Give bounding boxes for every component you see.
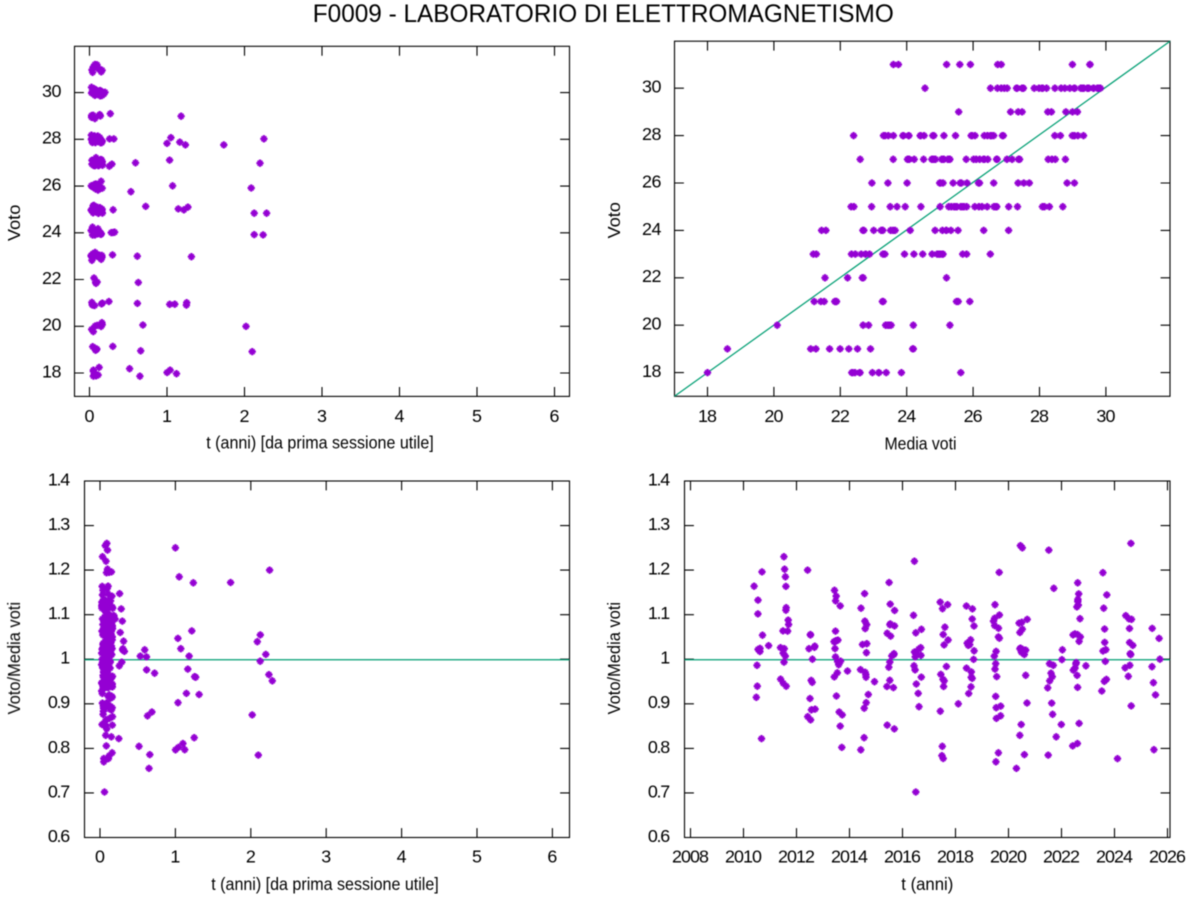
svg-text:2: 2 bbox=[240, 406, 250, 426]
svg-text:Voto/Media voti: Voto/Media voti bbox=[4, 602, 24, 715]
svg-text:F0009 - LABORATORIO DI ELETTRO: F0009 - LABORATORIO DI ELETTROMAGNETISMO bbox=[313, 1, 894, 28]
svg-text:22: 22 bbox=[642, 266, 662, 286]
svg-text:26: 26 bbox=[42, 175, 62, 195]
svg-text:Media voti: Media voti bbox=[885, 434, 957, 454]
svg-text:5: 5 bbox=[472, 847, 482, 867]
svg-text:0.6: 0.6 bbox=[48, 826, 70, 846]
svg-text:1.1: 1.1 bbox=[48, 603, 70, 623]
svg-text:2014: 2014 bbox=[831, 847, 868, 867]
svg-text:20: 20 bbox=[642, 314, 662, 334]
svg-text:0.9: 0.9 bbox=[48, 692, 70, 712]
svg-text:2010: 2010 bbox=[725, 847, 762, 867]
svg-text:2022: 2022 bbox=[1043, 847, 1080, 867]
svg-text:4: 4 bbox=[397, 847, 407, 867]
svg-text:0.8: 0.8 bbox=[648, 737, 670, 757]
svg-text:22: 22 bbox=[42, 268, 62, 288]
svg-text:0.7: 0.7 bbox=[648, 781, 670, 801]
svg-text:Voto: Voto bbox=[604, 202, 624, 239]
svg-text:24: 24 bbox=[642, 219, 662, 239]
svg-text:1.3: 1.3 bbox=[48, 514, 70, 534]
svg-text:30: 30 bbox=[1096, 406, 1115, 426]
svg-text:5: 5 bbox=[472, 406, 482, 426]
svg-text:2020: 2020 bbox=[990, 847, 1027, 867]
svg-text:26: 26 bbox=[642, 171, 662, 191]
svg-text:2016: 2016 bbox=[884, 847, 921, 867]
svg-text:0: 0 bbox=[85, 406, 95, 426]
svg-text:18: 18 bbox=[42, 361, 62, 381]
svg-text:0: 0 bbox=[95, 847, 105, 867]
svg-text:6: 6 bbox=[547, 847, 557, 867]
svg-text:28: 28 bbox=[642, 124, 662, 144]
svg-text:2018: 2018 bbox=[937, 847, 974, 867]
svg-text:1.1: 1.1 bbox=[648, 603, 670, 623]
svg-text:t (anni) [da prima sessione ut: t (anni) [da prima sessione utile] bbox=[206, 433, 434, 453]
svg-text:6: 6 bbox=[550, 406, 560, 426]
svg-text:2: 2 bbox=[246, 847, 256, 867]
svg-text:t (anni): t (anni) bbox=[901, 874, 953, 894]
svg-text:0.8: 0.8 bbox=[48, 737, 70, 757]
svg-text:1.2: 1.2 bbox=[48, 559, 70, 579]
svg-text:3: 3 bbox=[317, 406, 327, 426]
svg-text:2024: 2024 bbox=[1096, 847, 1133, 867]
svg-text:2026: 2026 bbox=[1149, 847, 1186, 867]
svg-text:t (anni) [da prima sessione ut: t (anni) [da prima sessione utile] bbox=[211, 874, 439, 894]
svg-text:24: 24 bbox=[897, 406, 916, 426]
svg-text:0.6: 0.6 bbox=[648, 826, 670, 846]
svg-text:30: 30 bbox=[42, 81, 62, 101]
svg-text:30: 30 bbox=[642, 77, 662, 97]
svg-text:Voto: Voto bbox=[4, 205, 24, 242]
svg-text:20: 20 bbox=[764, 406, 783, 426]
svg-text:18: 18 bbox=[698, 406, 717, 426]
svg-text:1: 1 bbox=[162, 406, 172, 426]
svg-text:1.4: 1.4 bbox=[48, 469, 70, 489]
svg-text:24: 24 bbox=[42, 221, 62, 241]
svg-text:1.4: 1.4 bbox=[648, 469, 670, 489]
svg-text:Voto/Media voti: Voto/Media voti bbox=[604, 602, 624, 715]
svg-text:26: 26 bbox=[964, 406, 983, 426]
svg-text:1: 1 bbox=[660, 648, 670, 668]
svg-text:2008: 2008 bbox=[672, 847, 709, 867]
svg-text:4: 4 bbox=[395, 406, 405, 426]
svg-text:18: 18 bbox=[642, 361, 662, 381]
svg-text:1: 1 bbox=[60, 648, 70, 668]
svg-text:1.2: 1.2 bbox=[648, 559, 670, 579]
svg-text:3: 3 bbox=[321, 847, 331, 867]
svg-text:1.3: 1.3 bbox=[648, 514, 670, 534]
svg-text:28: 28 bbox=[42, 128, 62, 148]
svg-text:28: 28 bbox=[1030, 406, 1049, 426]
svg-text:20: 20 bbox=[42, 315, 62, 335]
svg-text:0.7: 0.7 bbox=[48, 781, 70, 801]
svg-text:0.9: 0.9 bbox=[648, 692, 670, 712]
svg-text:22: 22 bbox=[831, 406, 850, 426]
svg-text:1: 1 bbox=[170, 847, 180, 867]
svg-text:2012: 2012 bbox=[778, 847, 815, 867]
